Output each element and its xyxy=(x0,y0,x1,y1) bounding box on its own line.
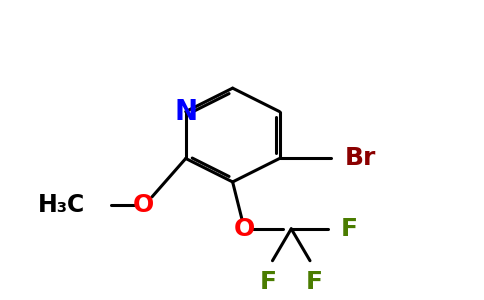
Text: F: F xyxy=(340,217,358,241)
Text: N: N xyxy=(174,98,197,126)
Text: O: O xyxy=(133,194,154,218)
Text: H₃C: H₃C xyxy=(38,194,85,218)
Text: F: F xyxy=(259,270,276,294)
Text: F: F xyxy=(306,270,323,294)
Text: Br: Br xyxy=(345,146,377,170)
Text: O: O xyxy=(234,217,255,241)
